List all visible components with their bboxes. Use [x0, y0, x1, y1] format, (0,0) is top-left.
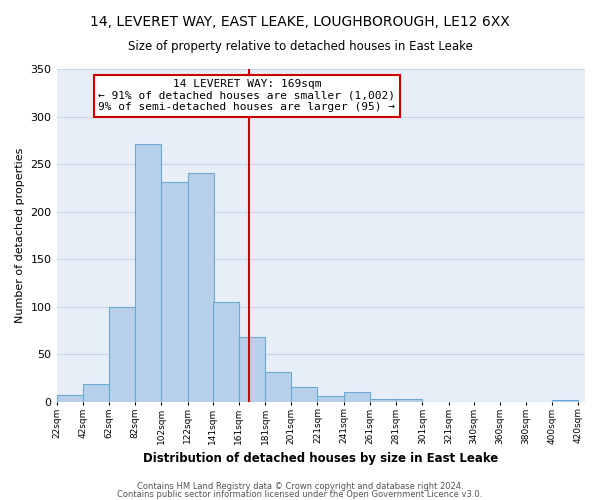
Bar — [83, 384, 109, 402]
Bar — [552, 400, 578, 402]
Y-axis label: Number of detached properties: Number of detached properties — [15, 148, 25, 323]
Bar — [161, 182, 188, 402]
Bar — [291, 388, 317, 402]
Bar — [212, 302, 239, 402]
Bar — [135, 144, 161, 402]
Bar — [265, 372, 291, 402]
Bar — [370, 399, 396, 402]
Text: Contains HM Land Registry data © Crown copyright and database right 2024.: Contains HM Land Registry data © Crown c… — [137, 482, 463, 491]
Bar — [344, 392, 370, 402]
X-axis label: Distribution of detached houses by size in East Leake: Distribution of detached houses by size … — [143, 452, 499, 465]
Text: Contains public sector information licensed under the Open Government Licence v3: Contains public sector information licen… — [118, 490, 482, 499]
Bar — [317, 396, 344, 402]
Bar — [109, 306, 135, 402]
Text: 14, LEVERET WAY, EAST LEAKE, LOUGHBOROUGH, LE12 6XX: 14, LEVERET WAY, EAST LEAKE, LOUGHBOROUG… — [90, 15, 510, 29]
Bar — [56, 395, 83, 402]
Text: Size of property relative to detached houses in East Leake: Size of property relative to detached ho… — [128, 40, 472, 53]
Bar — [188, 172, 214, 402]
Bar — [239, 337, 265, 402]
Bar — [396, 399, 422, 402]
Text: 14 LEVERET WAY: 169sqm
← 91% of detached houses are smaller (1,002)
9% of semi-d: 14 LEVERET WAY: 169sqm ← 91% of detached… — [98, 79, 395, 112]
